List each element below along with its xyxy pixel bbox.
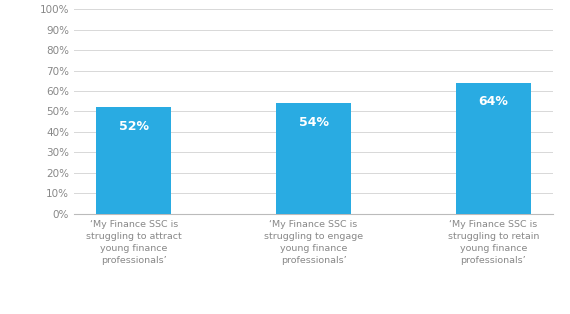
Bar	[276, 103, 351, 214]
Text: 54%: 54%	[299, 116, 328, 128]
Text: 52%: 52%	[119, 120, 149, 133]
Text: 64%: 64%	[478, 95, 508, 108]
Bar	[455, 83, 531, 214]
Bar	[96, 107, 172, 214]
